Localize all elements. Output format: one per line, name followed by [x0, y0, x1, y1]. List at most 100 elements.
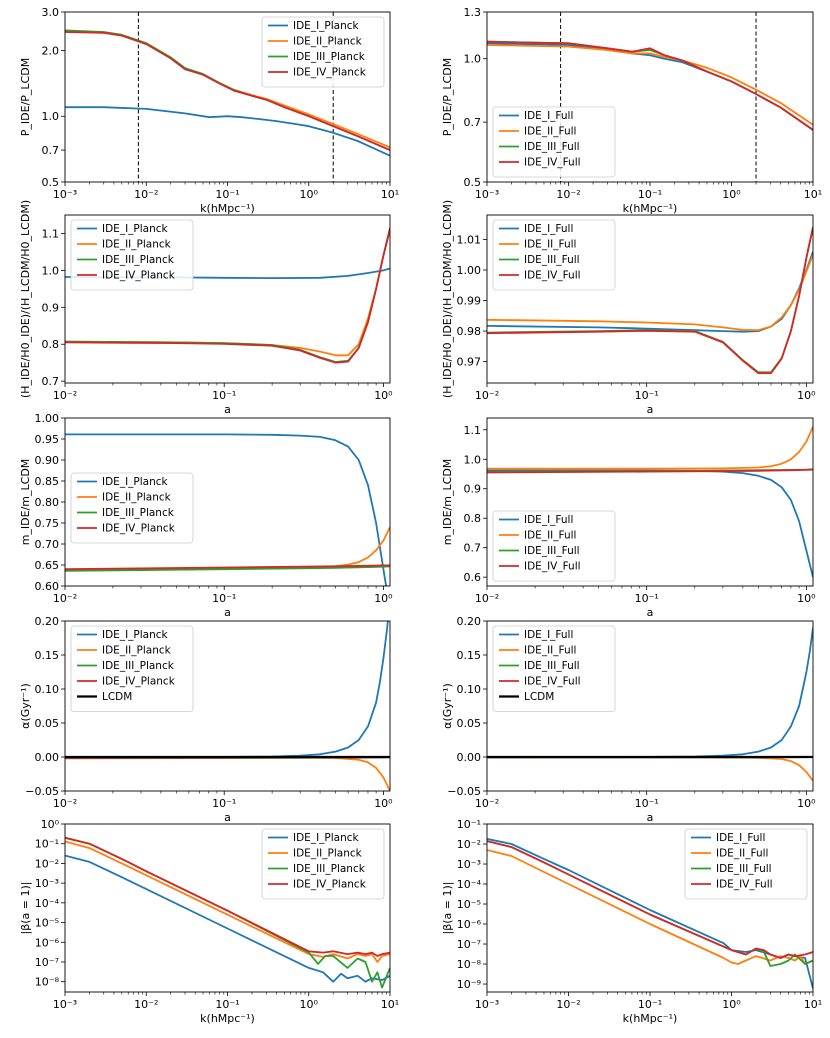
x-axis-label: a — [224, 403, 231, 416]
x-tick-label: 10⁻¹ — [215, 998, 239, 1011]
series-line-ide-ii-planck — [65, 840, 390, 963]
chart-panel-p6: 10⁻² 10⁻¹ 10⁰ 0.6 0.7 0.8 0.9 1.0 1.1 a m_IDE/m_LC… — [441, 417, 816, 619]
axes-frame — [64, 823, 391, 993]
chart-panel-p5: 10⁻² 10⁻¹ 10⁰ 0.60 0.65 0.70 0.75 0.80 0.85 0.90 0… — [19, 412, 393, 619]
y-tick-label: 1.1 — [464, 424, 482, 437]
legend-label: IDE_II_Full — [524, 645, 576, 657]
x-tick-label: 10⁻² — [475, 592, 499, 605]
legend-box — [684, 828, 808, 900]
y-tick-label: 0.10 — [457, 683, 482, 696]
y-tick-label: 1.0 — [464, 453, 482, 466]
axes-frame — [486, 214, 814, 384]
legend-label: IDE_IV_Planck — [293, 67, 367, 79]
axes-frame — [64, 620, 391, 792]
x-tick-label: 10⁰ — [374, 389, 393, 402]
y-tick-label: 10⁻³ — [457, 858, 481, 871]
legend-label: IDE_II_Full — [716, 848, 768, 860]
y-tick-label: 0.8 — [42, 338, 60, 351]
y-tick-label: 10⁰ — [41, 818, 60, 831]
y-tick-label: 1.00 — [457, 264, 482, 277]
y-tick-label: 10⁻⁶ — [35, 936, 60, 949]
x-tick-label: 10⁰ — [374, 797, 393, 810]
y-tick-label: 0.75 — [35, 517, 60, 530]
legend: IDE_I_Planck IDE_II_Planck IDE_III_Planck I… — [70, 625, 194, 712]
series-line-ide-ii-full — [487, 254, 813, 332]
legend-box — [70, 472, 194, 544]
legend-label: IDE_I_Planck — [102, 223, 169, 235]
legend-label: IDE_III_Full — [524, 254, 580, 266]
chart-panel-p4: 10⁻² 10⁻¹ 10⁰ 0.97 0.98 0.99 1.00 1.01 a (H_IDE/H… — [441, 200, 816, 416]
x-tick-label: 10⁻² — [475, 797, 499, 810]
chart-panel-p8: 10⁻² 10⁻¹ 10⁰ −0.05 0.00 0.05 0.10 0.15 0.20 a α(G… — [441, 615, 816, 824]
y-tick-label: 0.90 — [35, 454, 60, 467]
y-tick-label: 0.70 — [35, 538, 60, 551]
y-tick-label: 0.95 — [35, 433, 60, 446]
legend-label: IDE_III_Planck — [102, 507, 175, 519]
x-tick-label: 10⁻³ — [475, 998, 499, 1011]
legend-label: IDE_IV_Full — [524, 561, 581, 573]
chart-panel-p1: 10⁻³ 10⁻² 10⁻¹ 10⁰ 10¹ 0.5 0.7 1.0 2.0 3.0 k(hMpc⁻… — [19, 6, 399, 215]
chart-panel-p10: 10⁻³ 10⁻² 10⁻¹ 10⁰ 10¹ 10⁻⁹ 10⁻⁸ 10⁻⁷ 10⁻⁶ 10⁻⁵ 10… — [441, 818, 822, 1025]
axes-frame — [486, 823, 814, 993]
y-tick-label: 0.05 — [457, 717, 482, 730]
y-tick-label: 0.60 — [35, 580, 60, 593]
y-axis-label: |β(a = 1)| — [441, 882, 454, 935]
legend-label: IDE_III_Planck — [102, 660, 175, 672]
y-tick-label: 10⁻² — [457, 838, 481, 851]
axes-frame — [64, 214, 391, 384]
x-tick-label: 10⁻¹ — [635, 592, 659, 605]
y-tick-label: 1.3 — [464, 6, 482, 19]
series-line-ide-ii-full — [487, 756, 813, 782]
y-tick-label: 0.8 — [464, 512, 482, 525]
x-axis-label: k(hMpc⁻¹) — [623, 202, 678, 215]
legend-box — [70, 625, 194, 712]
y-tick-label: −0.05 — [447, 785, 481, 798]
x-tick-label: 10⁻² — [53, 389, 77, 402]
y-axis-label: (H_IDE/H0_IDE)/(H_LCDM/H0_LCDM) — [441, 200, 454, 398]
y-tick-label: 0.7 — [464, 542, 482, 555]
x-axis-label: k(hMpc⁻¹) — [200, 202, 255, 215]
y-tick-label: 3.0 — [42, 6, 60, 19]
legend-label: IDE_I_Planck — [102, 476, 169, 488]
x-tick-label: 10⁻¹ — [638, 998, 662, 1011]
series-line-ide-iv-full — [487, 840, 813, 959]
series-line-ide-iv-full — [487, 227, 813, 375]
x-tick-label: 10⁻² — [134, 998, 158, 1011]
y-tick-label: 10⁻³ — [35, 877, 59, 890]
legend-label: IDE_I_Full — [524, 110, 573, 122]
legend: IDE_I_Full IDE_II_Full IDE_III_Full IDE_IV_… — [492, 219, 616, 291]
x-tick-label: 10⁰ — [722, 998, 741, 1011]
y-axis-label: (H_IDE/H0_IDE)/(H_LCDM/H0_LCDM) — [19, 200, 32, 398]
y-tick-label: 0.7 — [42, 144, 60, 157]
y-tick-label: 10⁻⁸ — [35, 976, 60, 989]
x-tick-label: 10⁻³ — [53, 188, 77, 201]
legend-label: IDE_I_Full — [524, 629, 573, 641]
legend-label: IDE_III_Full — [524, 660, 580, 672]
legend-label: IDE_II_Full — [524, 530, 576, 542]
legend-label: IDE_IV_Planck — [102, 270, 176, 282]
legend-label: LCDM — [102, 691, 132, 703]
legend-label: IDE_I_Full — [524, 514, 573, 526]
legend-label: IDE_IV_Planck — [102, 523, 176, 535]
y-tick-label: 0.15 — [457, 649, 482, 662]
legend-label: IDE_IV_Planck — [293, 879, 367, 891]
y-tick-label: 10⁻⁴ — [457, 878, 482, 891]
series-line-ide-ii-full — [487, 426, 813, 470]
y-tick-label: 0.05 — [35, 717, 60, 730]
legend-label: IDE_II_Planck — [102, 239, 172, 251]
x-tick-label: 10⁻¹ — [635, 797, 659, 810]
y-tick-label: 0.6 — [464, 571, 482, 584]
y-tick-label: 10⁻⁹ — [457, 978, 481, 991]
x-tick-label: 10⁻¹ — [212, 592, 236, 605]
x-axis-label: a — [224, 811, 231, 824]
legend-label: IDE_I_Planck — [293, 20, 360, 32]
legend-box — [492, 625, 616, 712]
x-axis-label: k(hMpc⁻¹) — [200, 1012, 255, 1025]
series-line-ide-iv-planck — [65, 31, 390, 151]
legend-label: IDE_II_Planck — [102, 645, 172, 657]
legend-label: IDE_I_Planck — [102, 629, 169, 641]
y-axis-label: α(Gyr⁻¹) — [441, 683, 454, 729]
legend: IDE_I_Planck IDE_II_Planck IDE_III_Planck I… — [70, 219, 194, 291]
legend-label: IDE_III_Planck — [293, 863, 366, 875]
